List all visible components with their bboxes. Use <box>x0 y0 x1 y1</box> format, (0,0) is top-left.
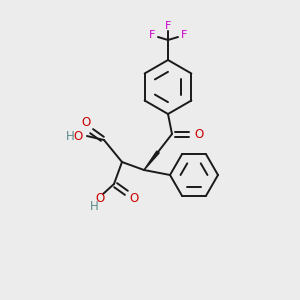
Polygon shape <box>144 151 159 170</box>
Text: O: O <box>81 116 91 128</box>
Text: F: F <box>149 30 155 40</box>
Text: O: O <box>95 191 105 205</box>
Text: O: O <box>129 191 139 205</box>
Text: F: F <box>165 21 171 31</box>
Text: O: O <box>74 130 83 142</box>
Text: H: H <box>66 130 75 142</box>
Text: H: H <box>90 200 98 212</box>
Text: O: O <box>194 128 204 140</box>
Text: F: F <box>181 30 187 40</box>
